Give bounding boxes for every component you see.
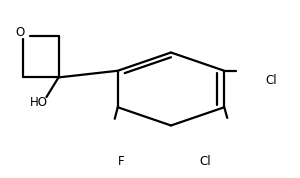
- Text: F: F: [118, 155, 125, 169]
- Text: HO: HO: [30, 96, 48, 109]
- Text: O: O: [16, 26, 25, 40]
- Text: Cl: Cl: [200, 155, 211, 169]
- Text: Cl: Cl: [266, 74, 277, 88]
